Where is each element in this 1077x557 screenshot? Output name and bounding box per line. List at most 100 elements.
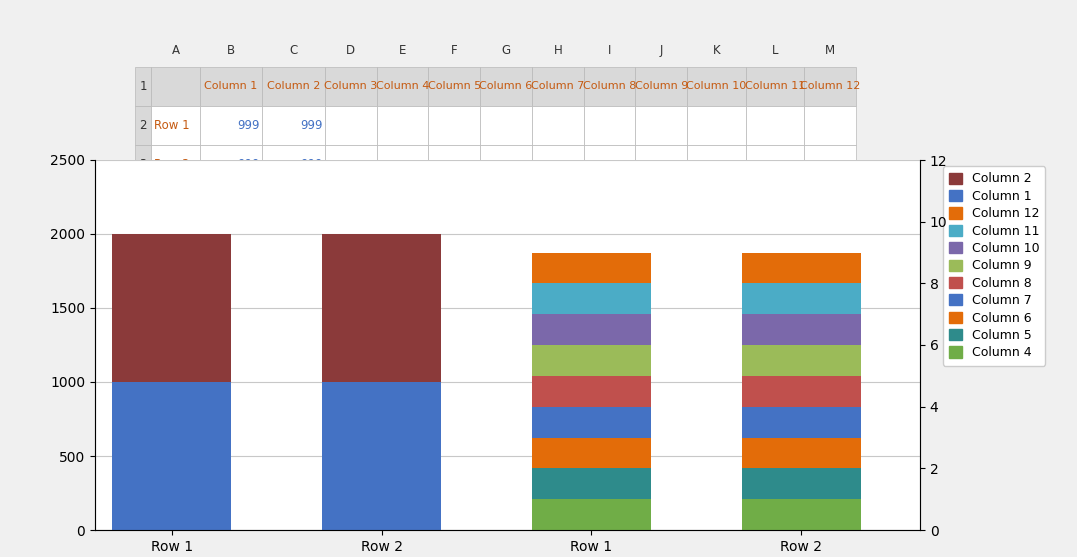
Bar — [584, 145, 635, 184]
Bar — [532, 145, 584, 184]
Bar — [480, 223, 532, 262]
Text: Column 11: Column 11 — [744, 81, 805, 91]
Text: 1: 1 — [522, 237, 530, 250]
Bar — [429, 262, 480, 302]
Text: L: L — [771, 44, 778, 57]
Bar — [377, 106, 429, 145]
Bar — [199, 262, 263, 302]
Bar — [687, 145, 745, 184]
Text: H: H — [554, 44, 562, 57]
Bar — [532, 106, 584, 145]
Text: 6: 6 — [139, 276, 146, 289]
Bar — [584, 262, 635, 302]
Bar — [584, 106, 635, 145]
Bar — [429, 145, 480, 184]
Text: 1: 1 — [677, 237, 685, 250]
Bar — [480, 262, 532, 302]
Text: 1: 1 — [845, 197, 853, 211]
Text: 1: 1 — [677, 197, 685, 211]
Text: 999: 999 — [237, 158, 260, 171]
Bar — [532, 345, 651, 376]
Text: C: C — [290, 44, 297, 57]
Bar — [199, 106, 263, 145]
Bar — [687, 106, 745, 145]
Bar — [745, 67, 805, 106]
Bar — [635, 184, 687, 223]
Text: Column 4: Column 4 — [376, 81, 430, 91]
Bar — [635, 223, 687, 262]
Text: Column 8: Column 8 — [583, 81, 637, 91]
Bar — [532, 262, 584, 302]
Bar — [151, 262, 199, 302]
Text: Column 5: Column 5 — [428, 81, 481, 91]
Text: Column 9: Column 9 — [634, 81, 688, 91]
Bar — [263, 184, 325, 223]
Text: Column 10: Column 10 — [686, 81, 746, 91]
Bar — [687, 67, 745, 106]
Bar — [135, 184, 151, 223]
Bar — [742, 314, 861, 345]
Bar — [325, 106, 377, 145]
Text: D: D — [346, 44, 355, 57]
Text: 1: 1 — [626, 197, 633, 211]
Text: Column 1: Column 1 — [205, 81, 257, 91]
Bar — [532, 376, 651, 407]
Bar — [199, 223, 263, 262]
Bar — [377, 262, 429, 302]
Bar — [263, 67, 325, 106]
Text: B: B — [227, 44, 235, 57]
Bar — [742, 437, 861, 468]
Text: 1: 1 — [736, 197, 743, 211]
Bar — [135, 262, 151, 302]
Bar — [135, 67, 151, 106]
Text: E: E — [398, 44, 406, 57]
Bar — [805, 67, 856, 106]
Bar — [805, 223, 856, 262]
Bar — [151, 145, 199, 184]
Bar — [480, 67, 532, 106]
Text: 1: 1 — [366, 197, 374, 211]
Bar — [263, 145, 325, 184]
Bar — [377, 145, 429, 184]
Bar — [742, 345, 861, 376]
Bar — [325, 145, 377, 184]
Text: 1: 1 — [366, 237, 374, 250]
Text: I: I — [607, 44, 612, 57]
Text: 2: 2 — [139, 119, 146, 132]
Text: 5: 5 — [139, 237, 146, 250]
Text: Row 1: Row 1 — [154, 197, 190, 211]
Bar — [745, 106, 805, 145]
Bar — [635, 145, 687, 184]
Text: Column 12: Column 12 — [800, 81, 861, 91]
Bar — [745, 262, 805, 302]
Bar — [745, 145, 805, 184]
Bar — [742, 468, 861, 499]
Bar — [429, 67, 480, 106]
Text: 1: 1 — [626, 237, 633, 250]
Bar — [532, 468, 651, 499]
Bar — [151, 67, 199, 106]
Text: Row 2: Row 2 — [154, 158, 190, 171]
Text: 1: 1 — [736, 237, 743, 250]
Bar — [805, 145, 856, 184]
Bar — [532, 67, 584, 106]
Bar — [112, 234, 232, 382]
Text: Column 6: Column 6 — [479, 81, 533, 91]
Bar — [263, 223, 325, 262]
Text: M: M — [825, 44, 835, 57]
Text: 999: 999 — [237, 119, 260, 132]
Bar — [687, 223, 745, 262]
Bar — [199, 184, 263, 223]
Bar — [429, 106, 480, 145]
Bar — [480, 184, 532, 223]
Bar — [263, 106, 325, 145]
Bar — [805, 262, 856, 302]
Bar — [199, 67, 263, 106]
Bar — [532, 314, 651, 345]
Bar — [687, 184, 745, 223]
Bar — [584, 223, 635, 262]
Text: 4: 4 — [139, 197, 146, 211]
Text: A: A — [171, 44, 180, 57]
Bar — [532, 284, 651, 314]
Bar — [325, 184, 377, 223]
